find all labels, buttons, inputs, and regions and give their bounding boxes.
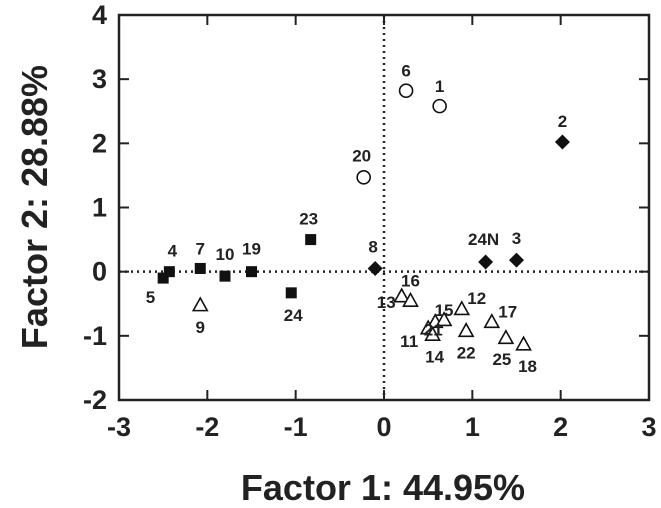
marker-diamond-filled <box>509 252 524 268</box>
marker-diamond-filled <box>554 134 570 150</box>
x-tick-label: -3 <box>107 412 131 442</box>
marker-triangle-open <box>497 329 515 345</box>
point-label: 22 <box>457 344 476 363</box>
point-label: 6 <box>401 62 410 81</box>
marker-triangle-open <box>402 291 419 307</box>
x-tick-label: 0 <box>376 412 391 442</box>
point-label: 19 <box>242 240 261 259</box>
point-label: 1 <box>435 77 444 96</box>
marker-square-filled <box>305 234 317 246</box>
point-label: 24 <box>284 306 303 325</box>
point-label: 17 <box>498 303 517 322</box>
x-tick-label: -1 <box>284 412 308 442</box>
y-tick-label: 0 <box>92 257 107 287</box>
y-tick-label: 3 <box>92 64 107 94</box>
marker-square-filled <box>246 266 257 278</box>
point-label: 16 <box>401 272 420 291</box>
marker-square-filled <box>219 270 231 282</box>
marker-triangle-open <box>435 311 453 327</box>
marker-square-filled <box>285 287 297 299</box>
point-label: 7 <box>196 239 205 258</box>
marker-triangle-open <box>424 325 441 341</box>
point-label: 15 <box>435 301 454 320</box>
marker-diamond-filled <box>367 260 383 276</box>
point-labels-layer: 6 1 20 2 8 24N 3 5 4 7 10 19 23 24 9 13 16 21 11 15 14 12 22 17… <box>146 62 567 376</box>
point-label: 9 <box>196 318 205 337</box>
point-label: 20 <box>352 146 371 165</box>
x-tick-label: -2 <box>195 412 219 442</box>
marker-triangle-open <box>191 296 209 312</box>
marker-triangle-open <box>483 313 501 329</box>
y-axis-title: Factor 2: 28.88% <box>14 65 55 349</box>
marker-diamond-filled <box>478 254 494 270</box>
point-label: 2 <box>558 112 567 131</box>
point-label: 12 <box>467 289 486 308</box>
point-label: 4 <box>168 242 178 261</box>
x-tick-label: 1 <box>465 412 480 442</box>
marker-circle-open <box>432 98 447 114</box>
point-label: 11 <box>400 332 418 351</box>
marker-circle-open <box>356 170 371 185</box>
point-label: 14 <box>425 348 444 367</box>
y-tick-label: 4 <box>92 0 107 30</box>
point-label: 13 <box>377 293 396 312</box>
point-label: 23 <box>299 210 318 229</box>
point-label: 8 <box>368 237 377 256</box>
marker-triangle-open <box>453 300 471 316</box>
y-tick-label: 2 <box>92 128 107 158</box>
y-tick-label: -1 <box>83 321 107 351</box>
marker-triangle-open <box>515 335 532 351</box>
point-label: 24N <box>468 230 499 249</box>
y-tick-label: 1 <box>92 193 107 223</box>
marker-triangle-open <box>457 322 475 338</box>
y-tick-label: -2 <box>83 385 107 415</box>
marks-layer <box>157 83 570 351</box>
point-label: 3 <box>512 229 521 248</box>
point-label: 25 <box>492 350 511 369</box>
point-label: 5 <box>146 288 155 307</box>
point-label: 21 <box>424 321 443 340</box>
point-label: 18 <box>518 357 537 376</box>
marker-circle-open <box>398 83 414 99</box>
marker-square-filled <box>157 272 169 284</box>
x-tick-label: 3 <box>641 412 656 442</box>
marker-triangle-open <box>393 287 411 303</box>
point-label: 10 <box>216 245 235 264</box>
x-axis-title: Factor 1: 44.95% <box>241 467 525 508</box>
marker-square-filled <box>163 266 175 278</box>
x-tick-label: 2 <box>553 412 568 442</box>
marker-square-filled <box>194 262 206 274</box>
